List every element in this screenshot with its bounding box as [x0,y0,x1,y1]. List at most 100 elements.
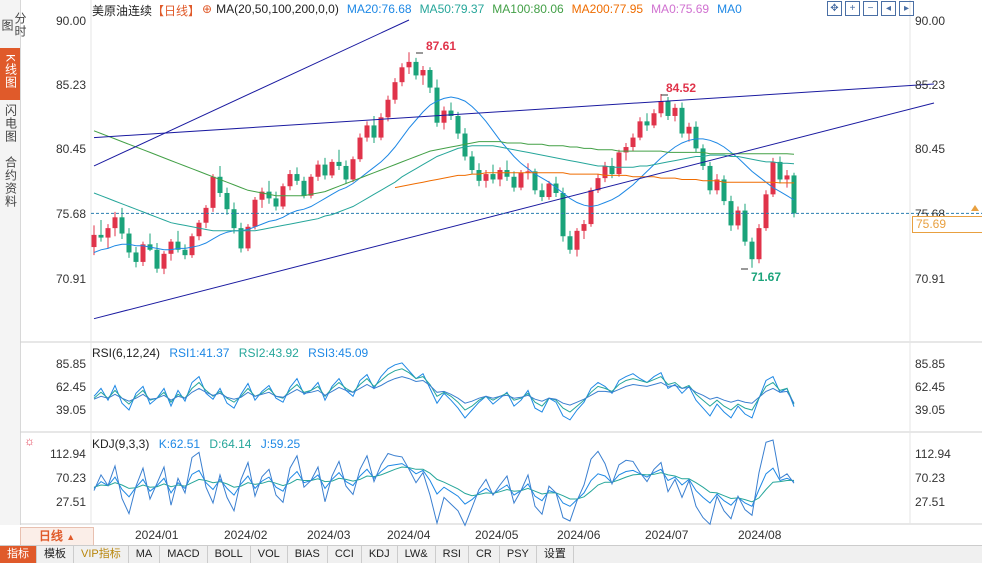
high2-label: 84.52 [666,81,696,95]
candle-body [714,179,720,191]
channel-upper-line [93,19,410,167]
candle-body [133,252,139,262]
candle [273,191,279,211]
candle-body [168,241,174,254]
tab-boll[interactable]: BOLL [208,546,251,563]
tab-kdj[interactable]: KDJ [362,546,398,563]
candle-body [483,174,489,181]
tab-rsi[interactable]: RSI [436,546,469,563]
tab-macd[interactable]: MACD [160,546,208,563]
tab-settings[interactable]: 设置 [537,546,574,563]
zoom-out-icon[interactable]: − [863,1,878,16]
tab-vol[interactable]: VOL [251,546,288,563]
tab-templates[interactable]: 模板 [37,546,74,563]
channel-mid-line [93,83,935,139]
candle-body [553,183,559,193]
kdj-axis-right-1: 70.23 [915,471,946,485]
month-label-7: 2024/08 [738,528,782,542]
chart-area: 87.61 84.52 71.67 90.00 85.23 80.45 75.6… [20,0,982,545]
candle-body [735,210,741,226]
candle [770,157,776,198]
month-label-2: 2024/03 [307,528,351,542]
add-indicator-icon[interactable]: ⊕ [202,2,213,16]
candle [259,187,265,208]
tab-cr[interactable]: CR [469,546,500,563]
kdj-title[interactable]: KDJ(9,3,3) [92,437,150,451]
candle-body [756,228,762,260]
candle [742,203,748,246]
candle-body [651,113,657,126]
candle-body [210,176,216,208]
tab-vip-indicators[interactable]: VIP指标 [74,546,129,563]
candle-body [595,178,601,191]
candle [560,187,566,242]
candle [777,156,783,184]
period-selector[interactable]: 日线 ▲ [20,527,94,546]
tab-ma[interactable]: MA [129,546,161,563]
candle-body [98,234,104,238]
rsi-axis-left-2: 39.05 [56,403,87,417]
candle-body [665,101,671,116]
candle-body [616,152,622,175]
rsi-title[interactable]: RSI(6,12,24) [92,346,161,360]
candle [588,187,594,227]
tab-indicators[interactable]: 指标 [0,546,37,563]
tab-flash[interactable]: 闪电图 [3,104,18,143]
scroll-left-icon[interactable]: ◂ [881,1,896,16]
candle-body [126,233,132,253]
candle [252,197,258,230]
candle [574,228,580,257]
candle-body [518,172,524,188]
candle-body [560,192,566,237]
candle-body [140,244,146,262]
candle [637,117,643,141]
indicator-settings-icon[interactable]: ☼ [24,434,35,448]
rsi2-line [93,368,795,413]
kdj-j-value: J:59.25 [260,437,301,451]
candle [266,180,272,204]
zoom-in-icon[interactable]: + [845,1,860,16]
candle-body [105,228,111,238]
candle-body [588,190,594,225]
current-price-tag: 75.69 [912,216,982,233]
candle [448,102,454,121]
candle [231,202,237,234]
candle-body [602,165,608,179]
tab-time-share[interactable]: 分时图 [0,12,27,38]
candle [357,133,363,162]
candle-body [630,137,636,148]
low1-label: 71.67 [751,270,781,284]
ma-spec[interactable]: MA(20,50,100,200,0,0) [216,2,339,16]
tab-cci[interactable]: CCI [328,546,362,563]
candle [630,133,636,152]
candle [322,157,328,180]
tab-lw[interactable]: LW& [398,546,436,563]
candle-body [224,192,230,210]
candle [196,220,202,241]
candle-body [693,126,699,149]
candle [350,156,356,183]
month-label-0: 2024/01 [135,528,179,542]
candle-body [749,241,755,260]
candle-body [350,159,356,180]
fullscreen-icon[interactable]: ✥ [827,1,842,16]
tab-psy[interactable]: PSY [500,546,537,563]
scroll-right-icon[interactable]: ▸ [899,1,914,16]
candle [504,160,510,181]
candle-body [315,164,321,177]
candle-body [119,217,125,234]
rsi1-line [93,362,795,421]
candle-body [469,156,475,171]
candle [455,111,461,139]
candle [154,242,160,273]
chart-canvas[interactable]: 87.61 84.52 71.67 [20,0,982,545]
candle [98,220,104,242]
kdj-legend: KDJ(9,3,3) K:62.51 D:64.14 J:59.25 [92,437,306,451]
tab-kline[interactable]: K线图 [0,48,20,100]
tab-contract-info[interactable]: 合约资料 [3,156,18,208]
candle-body [322,164,328,176]
ma200-value: MA200:77.95 [571,2,644,16]
ma50-line [93,145,795,232]
tab-bias[interactable]: BIAS [288,546,328,563]
candle-body [609,165,615,175]
